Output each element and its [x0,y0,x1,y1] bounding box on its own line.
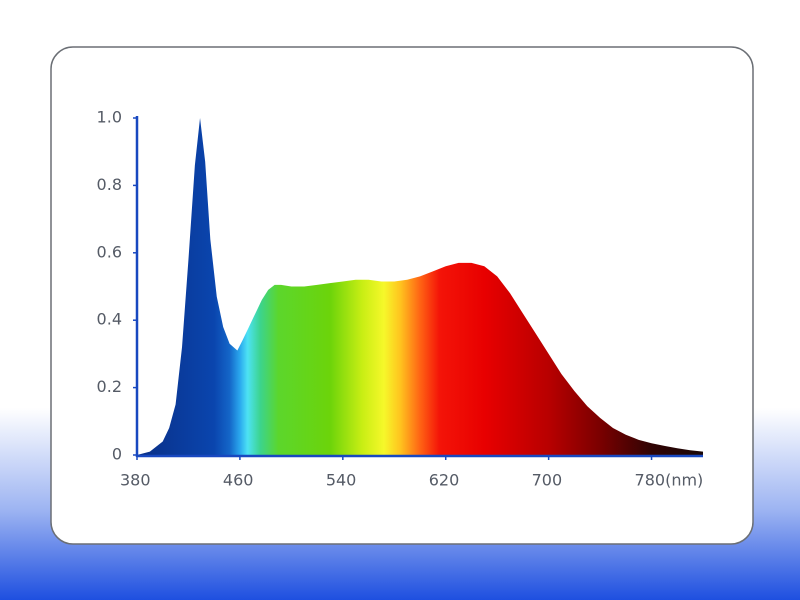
x-tick-label: 780(nm) [635,471,704,490]
y-tick-label: 0.4 [97,310,122,329]
x-tick-label: 380 [120,471,151,490]
x-tick-label: 460 [223,471,254,490]
x-tick-label: 620 [429,471,460,490]
y-tick-label: 0 [112,445,122,464]
spectrum-area [137,118,703,455]
plot-area: 0 0.2 0.4 0.6 0.8 1.0 380 460 540 620 700 780(nm) [97,108,704,490]
y-tick-label: 0.6 [97,242,122,261]
x-tick-label: 540 [326,471,357,490]
y-tick-label: 1.0 [97,108,122,127]
y-tick-label: 0.2 [97,377,122,396]
x-tick-label: 700 [532,471,563,490]
y-tick-label: 0.8 [97,175,122,194]
